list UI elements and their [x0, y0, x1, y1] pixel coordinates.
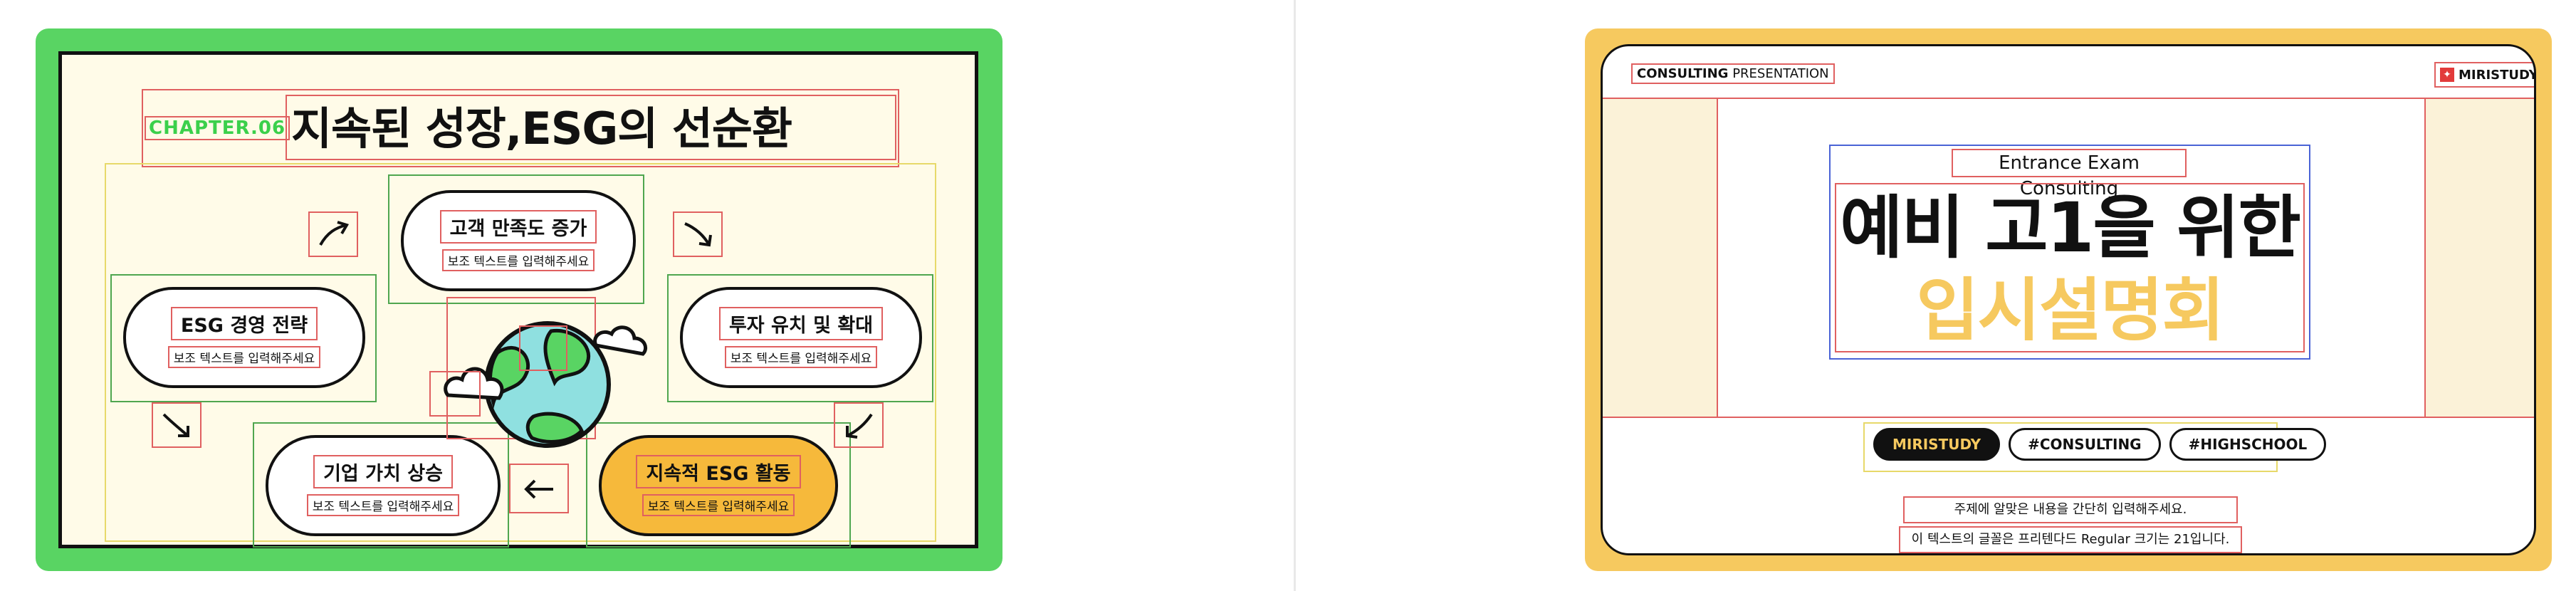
node-group-bottom-left [253, 422, 509, 548]
description-line-1: 주제에 알맞은 내용을 간단히 입력해주세요. [1903, 496, 2238, 523]
title-group [1829, 145, 2310, 360]
node-company-value[interactable]: 기업 가치 상승 보조 텍스트를 입력해주세요 [266, 435, 501, 536]
node-subtitle: 보조 텍스트를 입력해주세요 [441, 249, 595, 271]
brand-logo-icon: ✦ [2440, 68, 2454, 82]
guide-line-left [1717, 98, 1718, 418]
slide-esg-canvas: CHAPTER.06 지속된 성장,ESG의 선순환 고객 만족도 증가 보조 … [58, 51, 978, 548]
brand-badge[interactable]: ✦ MIRISTUDY [2434, 62, 2536, 88]
title-line-2: 입시설명회 [1916, 271, 2225, 350]
slide-consulting-cover[interactable]: CONSULTING PRESENTATION ✦ MIRISTUDY Entr… [1585, 28, 2552, 571]
brand-name: MIRISTUDY [2459, 67, 2536, 83]
slide-consulting-canvas: CONSULTING PRESENTATION ✦ MIRISTUDY Entr… [1601, 44, 2536, 555]
cloud-right-group [519, 325, 567, 371]
node-customer-satisfaction[interactable]: 고객 만족도 증가 보조 텍스트를 입력해주세요 [401, 190, 636, 291]
arrow-icon-down-right [673, 211, 723, 257]
node-investment[interactable]: 투자 유치 및 확대 보조 텍스트를 입력해주세요 [680, 287, 922, 388]
slide-esg-cycle[interactable]: CHAPTER.06 지속된 성장,ESG의 선순환 고객 만족도 증가 보조 … [36, 28, 1002, 571]
globe-icon [419, 303, 676, 466]
slide-divider [1294, 0, 1296, 591]
guide-line-right [2424, 98, 2426, 418]
content-group [105, 163, 936, 542]
chapter-label: CHAPTER.06 [145, 116, 290, 140]
arrow-icon-left [509, 464, 569, 513]
arrow-icon-down-left [834, 402, 884, 448]
node-title: 투자 유치 및 확대 [718, 307, 884, 340]
description-line-2: 이 텍스트의 글꼴은 프리텐다드 Regular 크기는 21입니다. [1899, 526, 2242, 553]
node-esg-strategy[interactable]: ESG 경영 전략 보조 텍스트를 입력해주세요 [123, 287, 365, 388]
node-group-left [110, 274, 377, 402]
title-block [1835, 183, 2305, 352]
slide-title: 지속된 성장,ESG의 선순환 [286, 95, 896, 160]
arrow-icon-down-right-left [152, 402, 201, 448]
title-group [142, 89, 899, 167]
node-continuous-esg[interactable]: 지속적 ESG 활동 보조 텍스트를 입력해주세요 [599, 435, 838, 536]
node-title: 기업 가치 상승 [313, 455, 453, 488]
guide-line-bottom [1603, 417, 2534, 418]
node-subtitle: 보조 텍스트를 입력해주세요 [642, 494, 795, 516]
node-title: 지속적 ESG 활동 [636, 455, 801, 488]
tag-row: MIRISTUDY #CONSULTING #HIGHSCHOOL [1873, 428, 2327, 461]
tag-consulting[interactable]: #CONSULTING [2009, 428, 2161, 461]
header-label: CONSULTING PRESENTATION [1631, 63, 1835, 84]
header-label-bold: CONSULTING [1637, 66, 1729, 81]
node-subtitle: 보조 텍스트를 입력해주세요 [306, 494, 460, 516]
arrow-icon-up-right [308, 211, 358, 257]
guide-line-top [1603, 98, 2534, 99]
node-subtitle: 보조 텍스트를 입력해주세요 [167, 346, 321, 368]
node-subtitle: 보조 텍스트를 입력해주세요 [724, 346, 878, 368]
node-title: 고객 만족도 증가 [439, 210, 597, 244]
node-group-top [388, 174, 644, 304]
side-panel-left [1603, 98, 1717, 418]
node-group-right [667, 274, 933, 402]
tag-miristudy[interactable]: MIRISTUDY [1873, 428, 2001, 461]
side-panel-right [2424, 98, 2534, 418]
subtitle: Entrance Exam Consulting [1952, 149, 2187, 199]
title-line-1: 예비 고1을 위한 [1840, 188, 2301, 268]
tag-highschool[interactable]: #HIGHSCHOOL [2169, 428, 2327, 461]
node-title: ESG 경영 전략 [170, 307, 318, 340]
cloud-left-group [429, 371, 481, 417]
node-group-bottom-right [586, 422, 851, 548]
header-label-rest: PRESENTATION [1728, 66, 1829, 81]
